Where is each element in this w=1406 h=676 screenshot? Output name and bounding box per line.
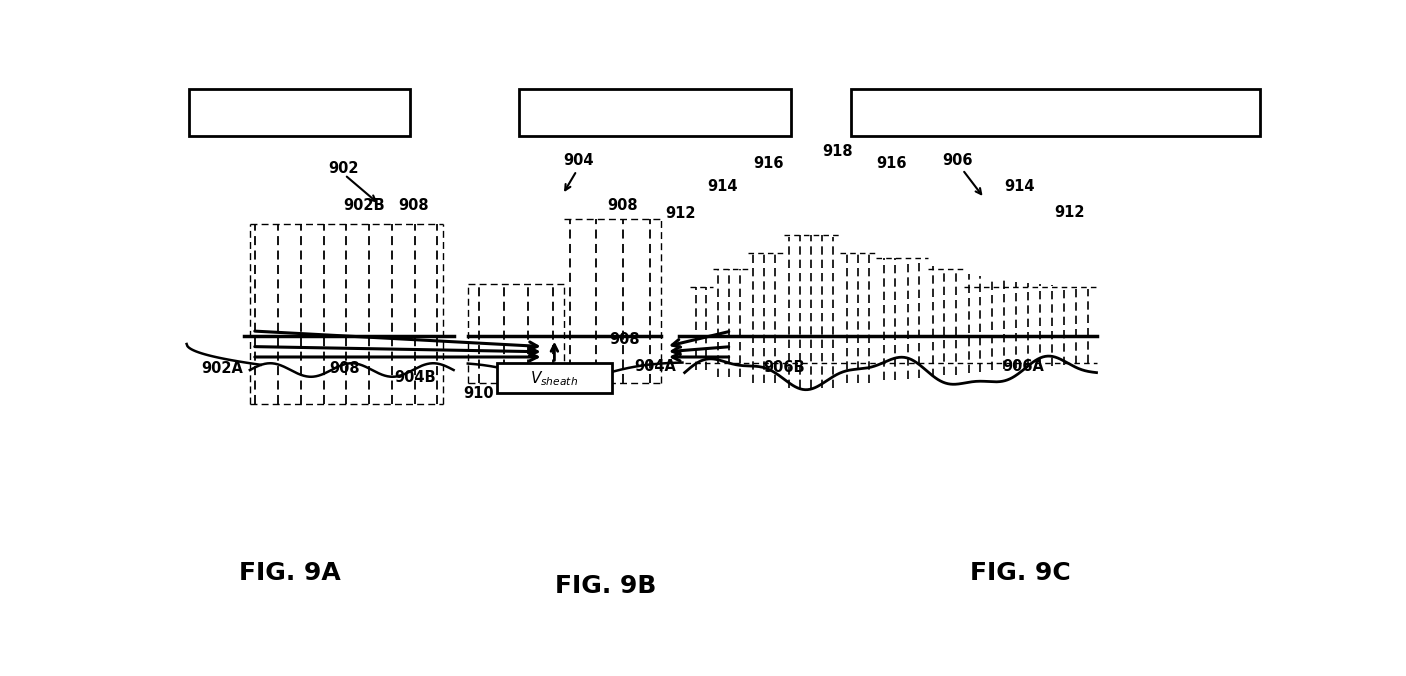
- Text: 908: 908: [607, 197, 638, 212]
- Text: 904B: 904B: [395, 370, 436, 385]
- Text: 914: 914: [1004, 178, 1035, 194]
- Text: RF Signal & Sheath (Multi Level): RF Signal & Sheath (Multi Level): [922, 103, 1189, 122]
- Bar: [519, 89, 792, 136]
- Text: 912: 912: [1054, 205, 1084, 220]
- Text: FIG. 9B: FIG. 9B: [555, 574, 657, 598]
- Text: FIG. 9C: FIG. 9C: [970, 561, 1070, 585]
- Bar: [188, 89, 411, 136]
- Text: 914: 914: [707, 178, 738, 194]
- Text: 916: 916: [754, 156, 783, 171]
- Text: 908: 908: [329, 361, 360, 376]
- Text: 904A: 904A: [634, 359, 676, 374]
- Text: 912: 912: [665, 206, 696, 221]
- Text: 910: 910: [464, 386, 494, 401]
- Text: RF Signal & Sheath (2 Level): RF Signal & Sheath (2 Level): [537, 103, 773, 122]
- Text: 906B: 906B: [763, 360, 804, 375]
- Text: 904: 904: [564, 153, 595, 168]
- Text: $V_{sheath}$: $V_{sheath}$: [530, 369, 578, 388]
- Text: 906: 906: [942, 153, 973, 168]
- Text: 902A: 902A: [201, 361, 243, 376]
- Text: 908: 908: [398, 197, 429, 212]
- Text: 906A: 906A: [1002, 359, 1045, 374]
- Bar: [498, 363, 612, 393]
- Text: RF Signal & Sheath (CW): RF Signal & Sheath (CW): [197, 103, 402, 122]
- Text: 902: 902: [329, 161, 359, 176]
- Text: FIG. 9A: FIG. 9A: [239, 561, 342, 585]
- Bar: [852, 89, 1260, 136]
- Text: 916: 916: [876, 156, 907, 171]
- Text: 908: 908: [609, 333, 640, 347]
- Text: 918: 918: [823, 144, 852, 159]
- Text: 902B: 902B: [343, 197, 385, 212]
